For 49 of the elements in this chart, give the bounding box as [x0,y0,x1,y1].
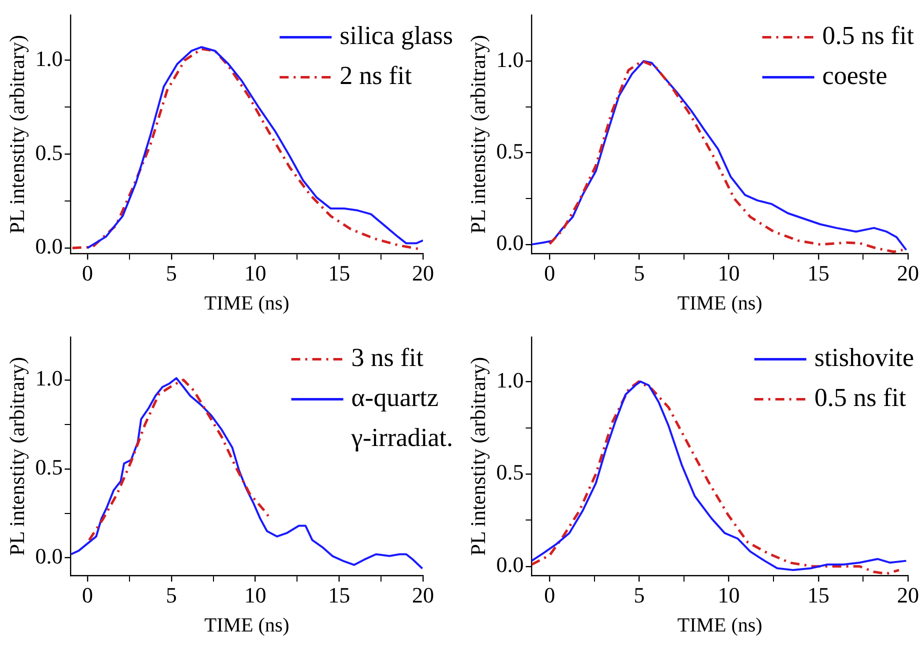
x-tick-label: 0 [544,582,556,608]
x-tick-label: 5 [166,260,177,286]
legend-label: silica glass [340,21,454,50]
x-tick-label: 10 [244,582,266,608]
x-tick-label: 15 [328,582,350,608]
x-tick-label: 20 [412,260,434,286]
x-tick-label: 15 [807,260,830,286]
x-tick-label: 10 [718,260,740,286]
y-tick-label: 0.0 [35,234,63,259]
x-tick-label: 5 [634,582,645,608]
legend-label: stishovite [814,343,914,372]
legend-label: 2 ns fit [340,61,413,90]
y-tick-label: 1.0 [35,46,63,72]
y-tick-label: 0.0 [496,552,524,578]
legend-label: coeste [822,61,888,90]
y-tick-label: 0.5 [496,138,524,164]
x-tick-label: 5 [634,260,645,286]
x-tick-label: 10 [718,582,740,608]
legend-label: α-quartz γ-irradiat. [350,383,454,452]
x-tick-label: 0 [82,260,93,286]
y-tick-label: 0.0 [35,544,63,569]
y-tick-label: 1.0 [35,366,63,391]
y-axis-title: PL intenstity (arbitrary) [5,35,30,234]
x-axis-title: TIME (ns) [677,614,762,636]
x-tick-label: 20 [897,582,919,608]
x-tick-label: 10 [244,260,266,286]
y-tick-label: 0.5 [35,454,63,480]
y-tick-label: 1.0 [496,367,524,392]
x-tick-label: 15 [328,260,350,286]
y-tick-label: 1.0 [496,46,524,72]
y-axis-title: PL intenstity (arbitrary) [5,357,30,556]
x-tick-label: 0 [82,582,93,608]
x-axis-title: TIME (ns) [204,614,290,636]
y-axis-title: PL intenstity (arbitrary) [466,357,490,556]
y-axis-title: PL intenstity (arbitrary) [466,35,490,234]
legend-label: 3 ns fit [351,343,424,372]
x-tick-label: 0 [544,260,556,286]
x-axis-title: TIME (ns) [204,292,290,314]
x-axis-title: TIME (ns) [677,292,762,314]
x-tick-label: 20 [897,260,919,286]
x-tick-label: 20 [412,582,434,608]
y-tick-label: 0.5 [496,460,524,485]
x-tick-label: 15 [807,582,830,608]
y-tick-label: 0.5 [35,140,63,165]
line-series [88,378,272,542]
x-tick-label: 5 [166,582,177,608]
legend-label: 0.5 ns fit [822,21,915,50]
legend-label: 0.5 ns fit [814,383,907,412]
y-tick-label: 0.0 [496,230,524,256]
